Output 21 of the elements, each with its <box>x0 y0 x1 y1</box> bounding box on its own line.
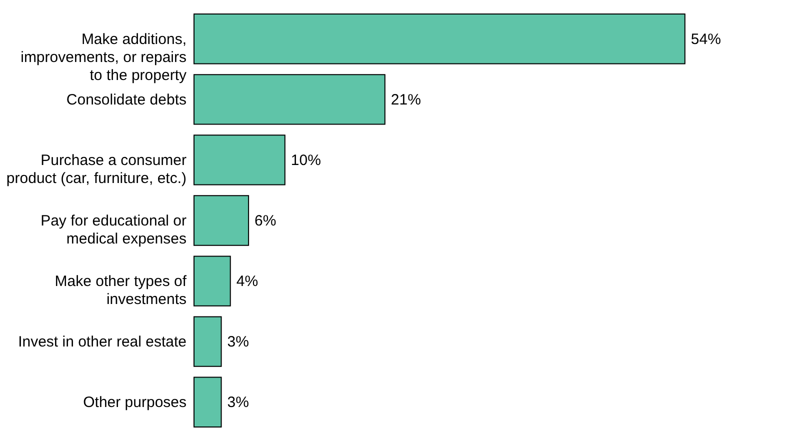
bar <box>194 14 686 64</box>
bar <box>194 134 286 186</box>
y-tick-label: Other purposes <box>83 394 186 412</box>
bar <box>194 376 222 428</box>
y-tick-label: Make additions, improvements, or repairs to the property <box>20 30 187 84</box>
y-tick-label: Consolidate debts <box>66 91 186 108</box>
data-label: 3% <box>227 394 249 412</box>
data-label: 21% <box>390 91 421 108</box>
data-label: 10% <box>290 152 321 169</box>
bar <box>194 256 231 306</box>
bar <box>194 316 222 367</box>
data-label: 3% <box>227 334 249 351</box>
y-tick-label: Invest in other real estate <box>18 334 186 351</box>
data-label: 54% <box>690 30 721 48</box>
y-tick-label: Purchase a consumer product (car, furniture, etc.) <box>6 152 187 187</box>
bar <box>194 74 386 125</box>
bar <box>194 195 250 246</box>
y-tick-label: Pay for educational or medical expenses <box>40 212 187 248</box>
data-label: 6% <box>254 212 276 230</box>
y-tick-label: Make other types of investments <box>54 273 188 308</box>
data-label: 4% <box>236 273 258 290</box>
